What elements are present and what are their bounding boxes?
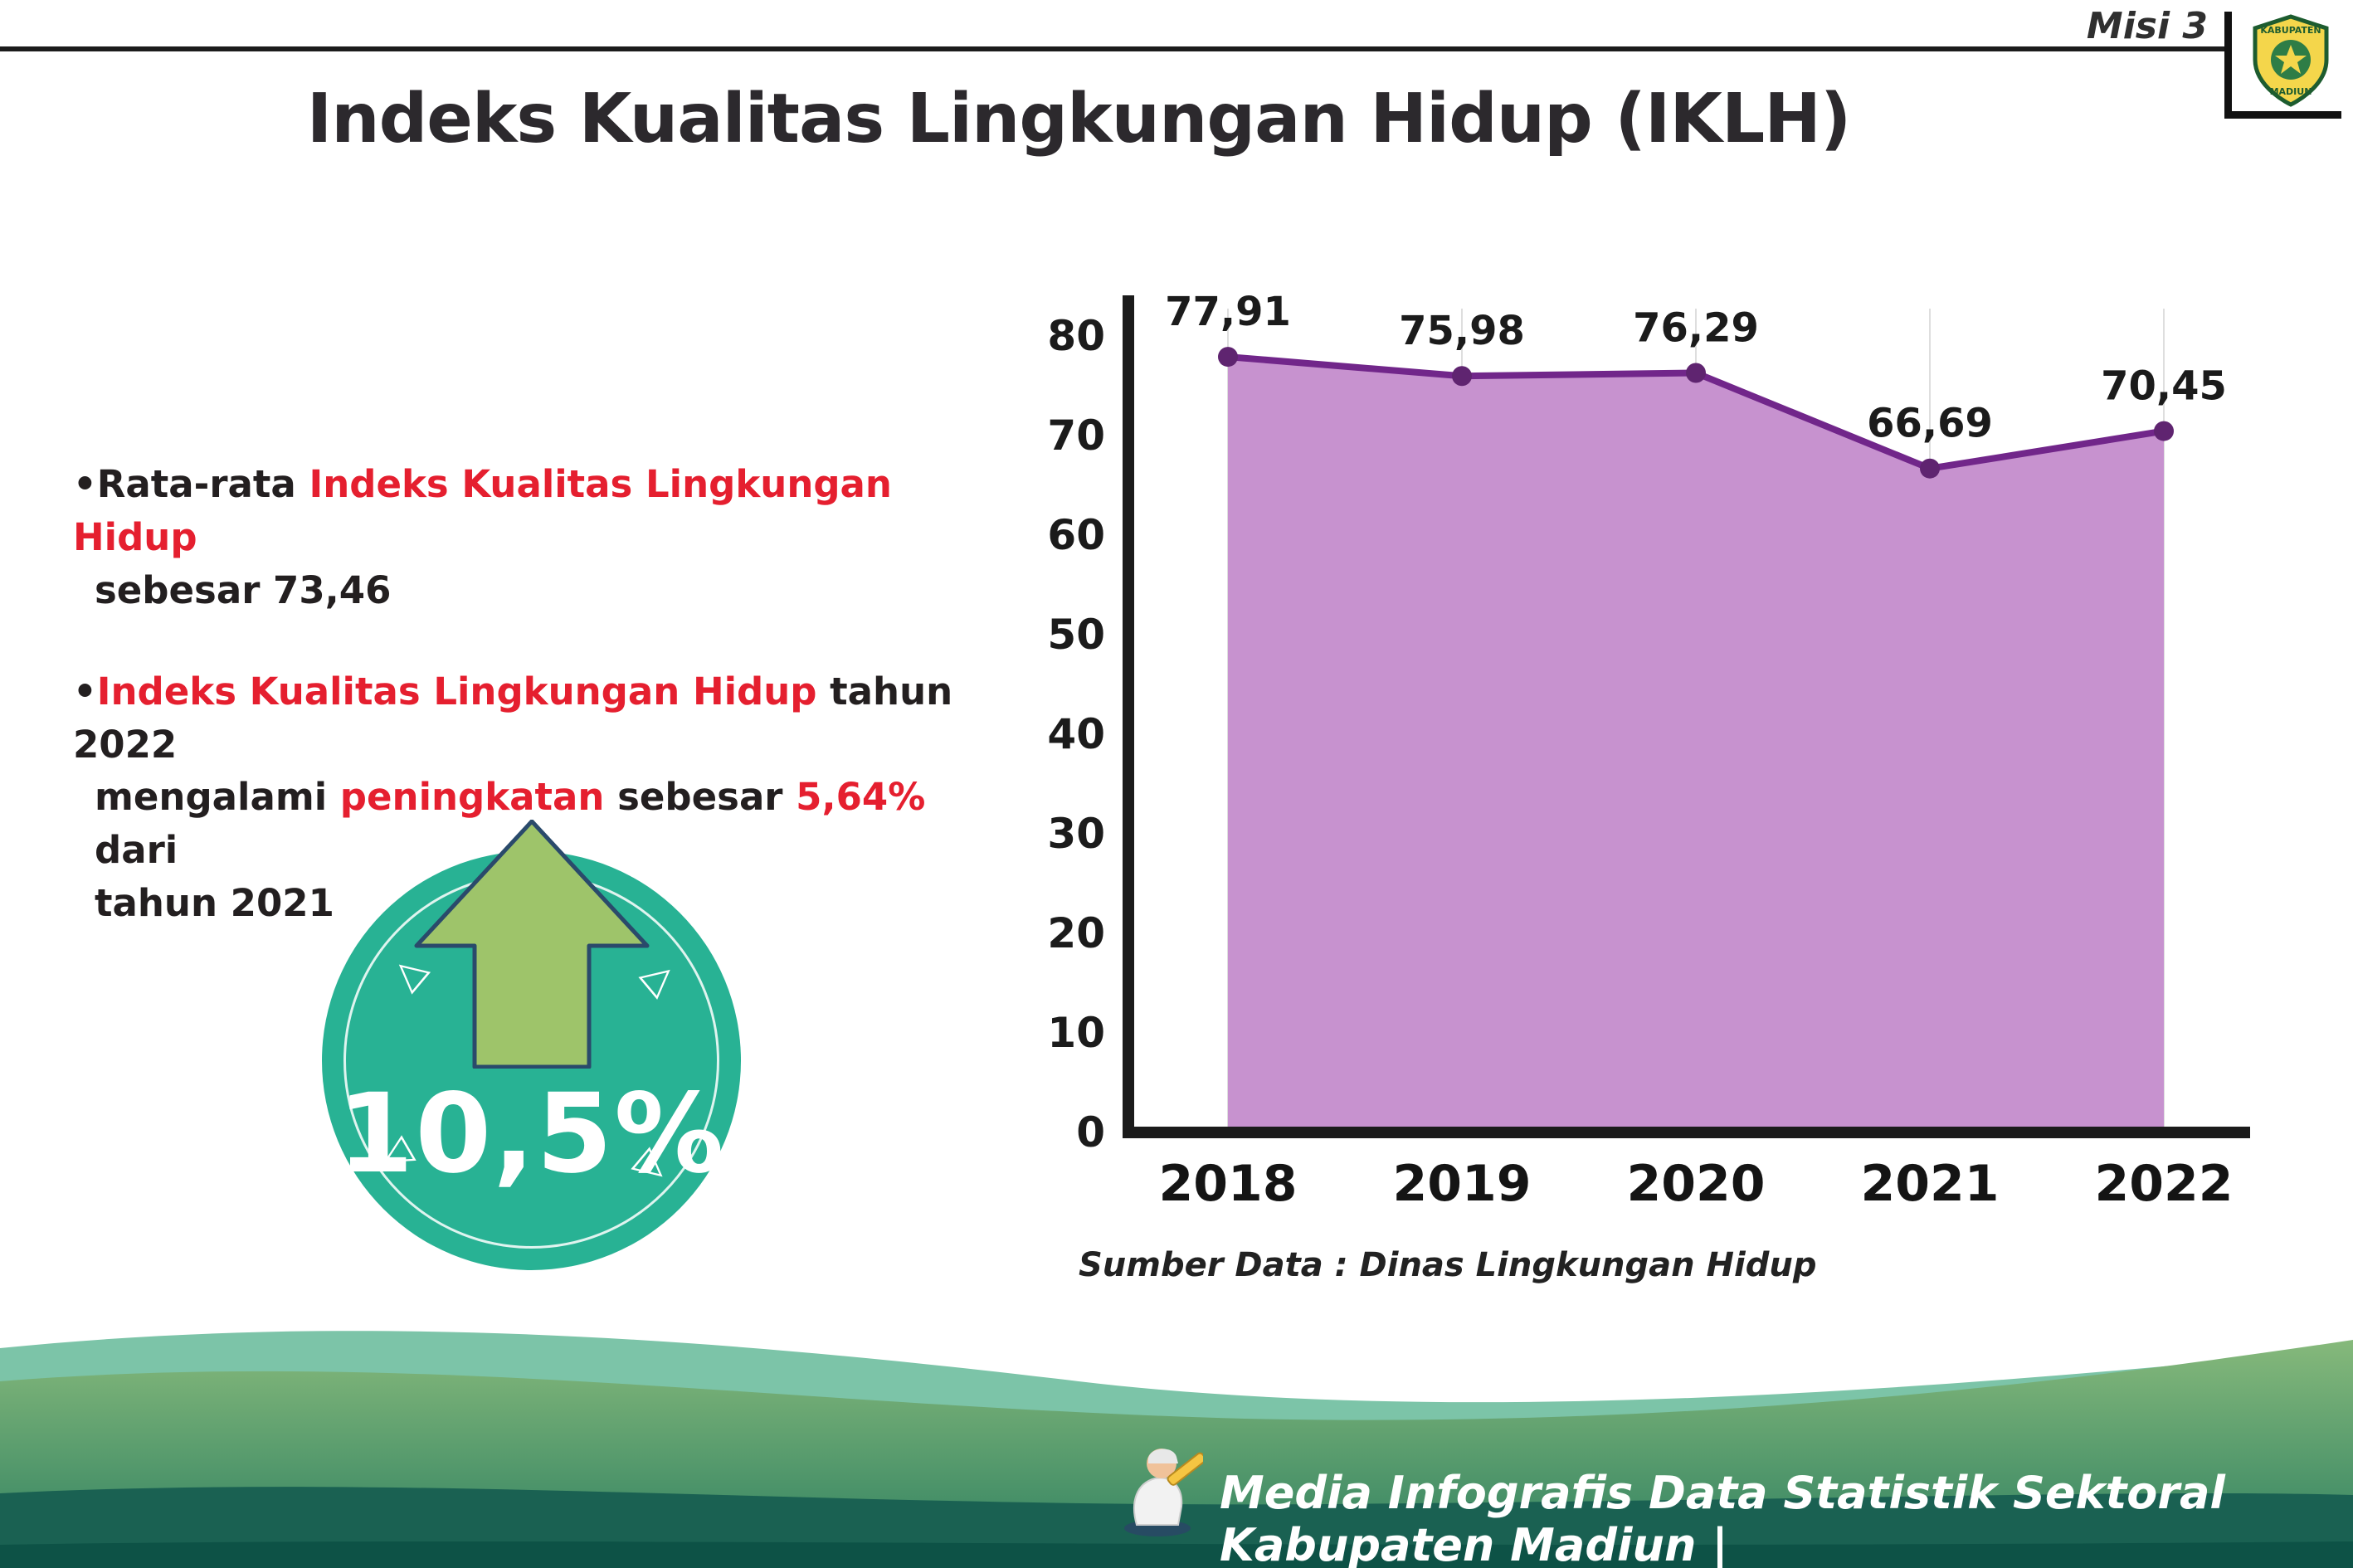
bullet-list: •Rata-rata Indeks Kualitas Lingkungan Hi… [73,458,969,930]
svg-text:40: 40 [1047,710,1105,758]
svg-text:2018: 2018 [1159,1155,1298,1213]
svg-text:2021: 2021 [1861,1155,2000,1213]
bullet-1-line-1: •Rata-rata Indeks Kualitas Lingkungan Hi… [73,458,969,564]
bullet-text-highlight: Indeks Kualitas Lingkungan Hidup [73,462,892,559]
header-divider [0,46,2232,51]
footer-caption: Media Infografis Data Statistik Sektoral… [1220,1467,2225,1568]
bullet-text: mengalami [95,775,340,820]
source-note: Sumber Data : Dinas Lingkungan Hidup [1079,1246,1817,1284]
svg-text:70: 70 [1047,411,1105,460]
svg-text:10: 10 [1047,1009,1105,1057]
growth-percentage-label: 10,5% [337,1070,726,1198]
bullet-dot: • [73,462,97,506]
iklh-chart: 77,91 75,98 76,29 66,69 70,45 0 10 20 30 40 50 60 70… [1037,274,2257,1244]
svg-text:0: 0 [1076,1108,1105,1157]
svg-text:60: 60 [1047,511,1105,559]
bullet-text-highlight: peningkatan [339,775,605,820]
logo-frame: KABUPATEN MADIUN [2224,12,2341,119]
bullet-2-line-1: •Indeks Kualitas Lingkungan Hidup tahun … [73,665,969,772]
svg-text:80: 80 [1047,312,1105,360]
iklh-chart-svg: 77,91 75,98 76,29 66,69 70,45 0 10 20 30 40 50 60 70… [1047,289,2250,1213]
svg-text:2020: 2020 [1627,1155,1766,1213]
svg-text:76,29: 76,29 [1633,305,1759,352]
svg-text:70,45: 70,45 [2101,363,2227,410]
svg-text:20: 20 [1047,909,1105,957]
kabupaten-madiun-logo-icon: KABUPATEN MADIUN [2253,14,2329,107]
svg-text:30: 30 [1047,810,1105,858]
bullet-text: tahun 2022 [73,669,953,767]
misi-label: Misi 3 [2086,5,2208,47]
svg-text:MADIUN: MADIUN [2270,86,2312,97]
bullet-1-line-2: sebesar 73,46 [73,564,969,617]
bullet-text: sebesar [604,775,797,820]
svg-text:2019: 2019 [1393,1155,1532,1213]
page-title: Indeks Kualitas Lingkungan Hidup (IKLH) [306,80,1852,158]
svg-text:66,69: 66,69 [1867,401,1993,447]
svg-text:KABUPATEN: KABUPATEN [2260,25,2321,36]
svg-text:77,91: 77,91 [1165,289,1291,335]
bullet-2-line-2: mengalami peningkatan sebesar 5,64% dari [73,771,969,877]
svg-text:75,98: 75,98 [1399,308,1525,354]
svg-text:50: 50 [1047,611,1105,659]
bullet-2-line-3: tahun 2021 [73,877,969,930]
bullet-text: sebesar 73,46 [95,567,392,612]
bullet-text: dari [95,828,178,873]
svg-text:2022: 2022 [2095,1155,2234,1213]
mascot-icon [1124,1449,1203,1536]
bullet-dot: • [73,669,97,713]
bullet-text-highlight: 5,64% [796,775,926,820]
up-arrow-icon [414,820,650,1069]
bullet-text: tahun 2021 [95,881,334,926]
bullet-text-highlight: Indeks Kualitas Lingkungan Hidup [96,669,817,713]
bullet-text: Rata-rata [96,462,309,506]
